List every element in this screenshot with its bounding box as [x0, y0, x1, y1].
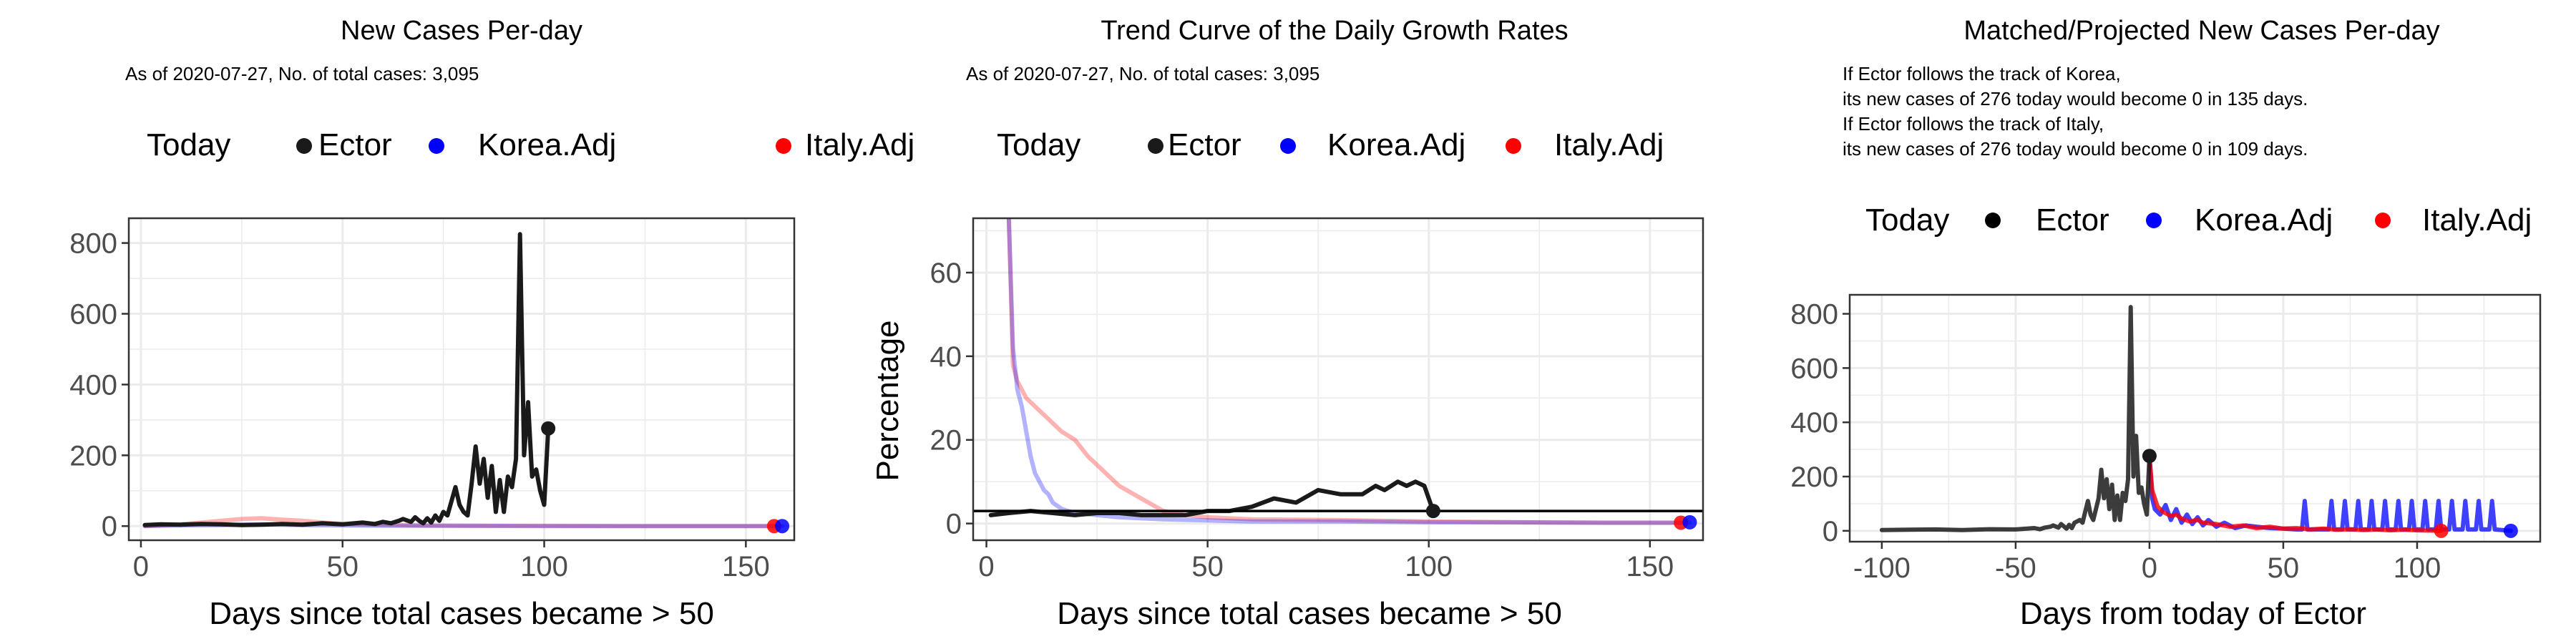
y-tick-label: 0 — [946, 509, 962, 540]
panel3-plot: -100 -50 0 50 100 0 200 400 600 800 — [1790, 293, 2542, 584]
panel-new-cases: New Cases Per-day As of 2020-07-27, No. … — [69, 16, 914, 631]
x-tick-label: -50 — [1995, 552, 2036, 584]
series-line-italy-adj — [1006, 218, 1684, 525]
series-line-italy-adj — [2147, 454, 2444, 533]
panel1-legend-korea-dot — [429, 138, 444, 154]
y-tick-label: 200 — [69, 440, 117, 472]
x-tick-label: 50 — [1191, 551, 1224, 582]
plot-background — [129, 218, 794, 540]
x-tick-label: 100 — [520, 551, 568, 582]
panel1-xlabel: Days since total cases became > 50 — [209, 596, 714, 631]
plot-frame — [127, 217, 796, 542]
panel3-legend-italy-dot — [2375, 213, 2391, 228]
panel1-legend: Today Ector Korea.Adj Italy.Adj — [147, 127, 914, 162]
panel3-title: Matched/Projected New Cases Per-day — [1963, 16, 2439, 46]
panel3-subtitle-line3: If Ector follows the track of Italy, — [1843, 113, 2104, 135]
panel3-subtitle-line1: If Ector follows the track of Korea, — [1843, 63, 2121, 84]
panel2-subtitle: As of 2020-07-27, No. of total cases: 3,… — [966, 63, 1319, 84]
panel2-ylabel: Percentage — [870, 320, 905, 481]
series-line-ector — [988, 479, 1435, 517]
panel2-legend-italy: Italy.Adj — [1554, 127, 1664, 162]
panel1-legend-korea: Korea.Adj — [478, 127, 616, 162]
panel1-legend-title: Today — [147, 127, 230, 162]
panel3-subtitle-line4: its new cases of 276 today would become … — [1843, 138, 2308, 160]
panel2-legend-korea: Korea.Adj — [1327, 127, 1465, 162]
series-line-ector — [1879, 305, 2152, 532]
panel2-legend-ector: Ector — [1168, 127, 1241, 162]
x-tick-label: 100 — [2394, 552, 2441, 584]
panel2-legend-ector-dot — [1148, 138, 1163, 154]
y-tick-label: 0 — [102, 511, 117, 542]
today-point-ector — [541, 421, 556, 436]
x-tick-label: 50 — [2268, 552, 2300, 584]
panel2-xlabel: Days since total cases became > 50 — [1057, 596, 1562, 631]
series-line-korea-adj — [1006, 218, 1692, 525]
panel1-legend-italy: Italy.Adj — [805, 127, 914, 162]
panel2-legend: Today Ector Korea.Adj Italy.Adj — [997, 127, 1664, 162]
today-point-korea-adj — [2503, 523, 2518, 538]
x-tick-label: 50 — [326, 551, 358, 582]
panel3-subtitle-line2: its new cases of 276 today would become … — [1843, 88, 2308, 109]
panel3-legend: Today Ector Korea.Adj Italy.Adj — [1865, 203, 2532, 238]
y-tick-label: 400 — [69, 369, 117, 401]
y-tick-label: 800 — [1790, 299, 1838, 331]
series-layer — [973, 218, 1703, 525]
panel3-legend-korea: Korea.Adj — [2195, 203, 2333, 238]
series-layer — [1879, 305, 2513, 533]
panel3-legend-ector-dot — [1985, 213, 2001, 228]
x-tick-label: -100 — [1853, 552, 1911, 584]
panel1-title: New Cases Per-day — [341, 16, 582, 46]
y-tick-label: 40 — [930, 341, 962, 373]
x-tick-label: 0 — [2142, 552, 2157, 584]
panel1-legend-ector: Ector — [318, 127, 392, 162]
today-point-italy-adj — [2434, 523, 2449, 538]
panel3-legend-ector: Ector — [2036, 203, 2109, 238]
x-tick-label: 0 — [133, 551, 149, 582]
panel3-subtitle: If Ector follows the track of Korea, its… — [1843, 63, 2308, 160]
panel3-legend-italy: Italy.Adj — [2422, 203, 2532, 238]
x-tick-label: 0 — [978, 551, 994, 582]
panel2-legend-korea-dot — [1280, 138, 1296, 154]
panel3-legend-korea-dot — [2146, 213, 2162, 228]
x-tick-label: 150 — [722, 551, 770, 582]
panel2-legend-italy-dot — [1506, 138, 1521, 154]
panel1-legend-ector-dot — [296, 138, 312, 154]
panel3-xlabel: Days from today of Ector — [2020, 596, 2366, 631]
series-layer — [142, 232, 785, 529]
series-line-ector — [142, 232, 551, 527]
y-tick-label: 20 — [930, 425, 962, 457]
panel3-legend-title: Today — [1865, 203, 1949, 238]
y-tick-label: 60 — [930, 258, 962, 289]
panel2-title: Trend Curve of the Daily Growth Rates — [1101, 16, 1568, 46]
panel1-legend-italy-dot — [776, 138, 791, 154]
y-tick-label: 600 — [1790, 353, 1838, 384]
x-tick-label: 100 — [1405, 551, 1453, 582]
y-tick-label: 200 — [1790, 462, 1838, 493]
y-tick-label: 600 — [69, 299, 117, 331]
plot-frame — [972, 217, 1704, 542]
panel-projected: Matched/Projected New Cases Per-day If E… — [1790, 16, 2542, 631]
today-point-ector — [2142, 449, 2157, 464]
y-tick-label: 800 — [69, 228, 117, 260]
panel1-subtitle: As of 2020-07-27, No. of total cases: 3,… — [125, 63, 479, 84]
panel1-plot: 0 50 100 150 0 200 400 600 800 — [69, 217, 796, 582]
panel2-plot: 0 50 100 150 0 20 40 60 — [930, 217, 1704, 582]
y-tick-label: 0 — [1823, 516, 1838, 547]
y-tick-label: 400 — [1790, 407, 1838, 439]
x-tick-label: 150 — [1626, 551, 1674, 582]
today-point-korea-adj — [1682, 514, 1697, 530]
panel-growth-rates: Trend Curve of the Daily Growth Rates As… — [870, 16, 1704, 631]
panel2-legend-title: Today — [997, 127, 1080, 162]
plot-frame — [1848, 293, 2542, 543]
today-point-ector — [1425, 504, 1440, 519]
today-point-korea-adj — [775, 519, 790, 534]
